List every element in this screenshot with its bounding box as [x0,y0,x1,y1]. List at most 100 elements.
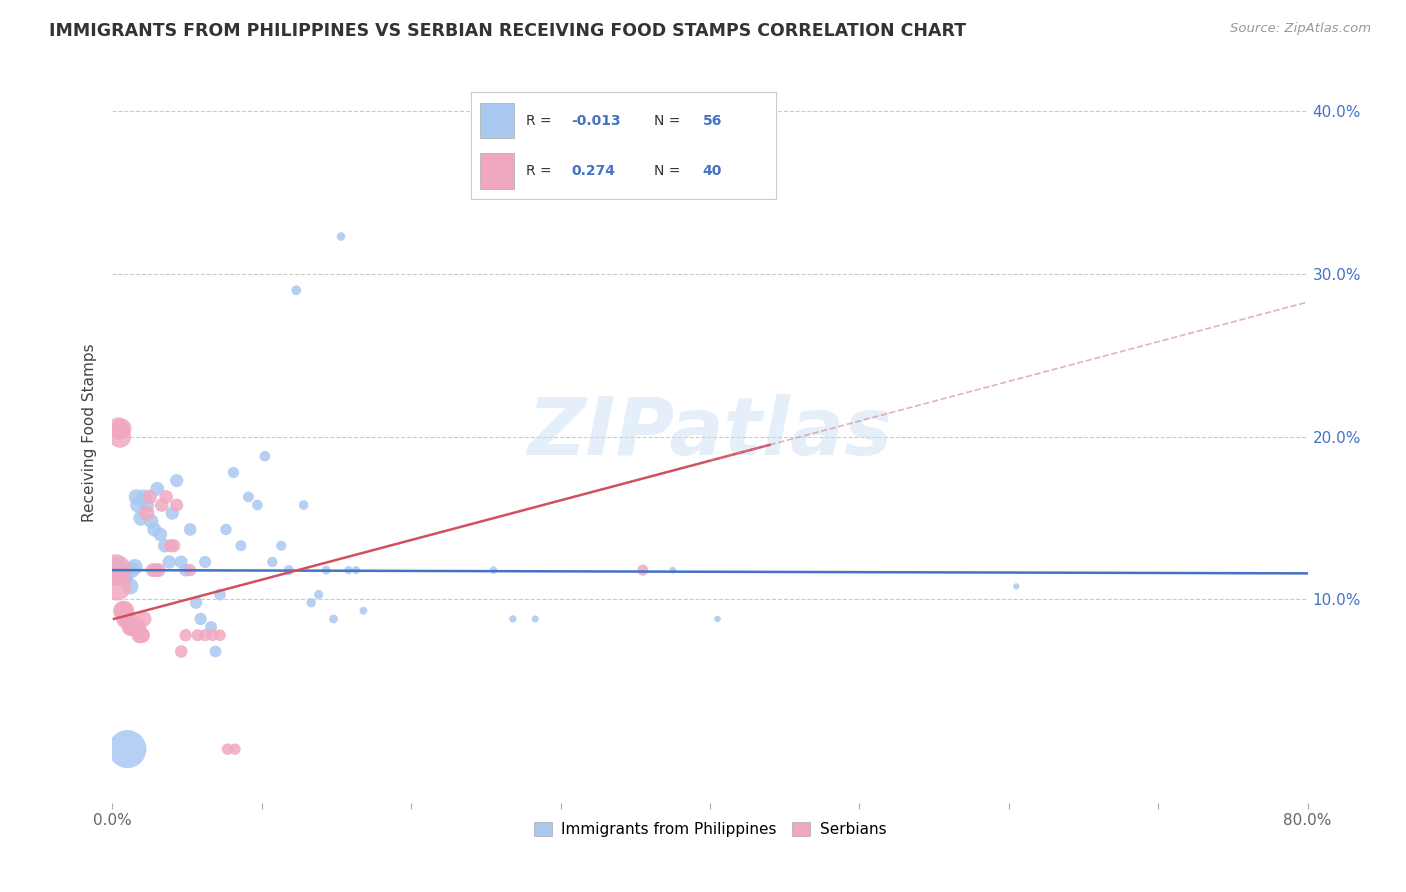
Point [114,571,135,585]
Point [124,559,146,574]
Point [262,555,284,569]
Text: IMMIGRANTS FROM PHILIPPINES VS SERBIAN RECEIVING FOOD STAMPS CORRELATION CHART: IMMIGRANTS FROM PHILIPPINES VS SERBIAN R… [49,22,966,40]
Point [139,490,162,504]
Point [217,742,239,756]
Point [141,514,163,528]
Point [194,555,217,569]
Point [706,612,728,626]
Point [150,498,173,512]
Point [105,579,128,593]
Point [170,555,193,569]
Point [117,612,139,626]
Point [124,620,146,634]
Y-axis label: Receiving Food Stamps: Receiving Food Stamps [82,343,97,522]
Point [107,563,129,577]
Point [661,563,683,577]
Point [204,644,226,658]
Point [322,612,344,626]
Point [186,596,208,610]
Point [308,588,330,602]
Point [125,620,148,634]
Point [129,511,152,525]
Point [117,742,139,756]
Point [253,449,276,463]
Point [337,563,360,577]
Point [162,506,183,520]
Point [148,563,170,577]
Point [131,628,153,642]
Point [107,421,129,435]
Point [215,523,238,537]
Point [118,612,141,626]
Point [631,563,654,577]
Point [344,563,367,577]
Text: ZIPatlas: ZIPatlas [527,393,893,472]
Point [166,474,188,488]
Point [132,490,155,504]
Point [179,563,201,577]
Point [270,539,292,553]
Point [108,430,131,444]
Point [299,596,322,610]
Point [135,498,157,512]
Point [122,620,145,634]
Point [115,612,138,626]
Point [110,421,132,435]
Point [117,563,139,577]
Point [125,490,148,504]
Point [135,506,157,520]
Point [121,620,143,634]
Point [209,588,232,602]
Point [129,628,152,642]
Point [110,568,132,582]
Point [142,563,165,577]
Point [143,523,166,537]
Point [153,539,176,553]
Point [155,490,177,504]
Point [120,620,142,634]
Point [353,604,375,618]
Point [127,620,149,634]
Point [166,498,188,512]
Point [127,498,149,512]
Point [121,563,143,577]
Point [190,612,212,626]
Point [105,559,128,574]
Point [209,628,232,642]
Point [174,563,197,577]
Point [146,482,169,496]
Point [229,539,252,553]
Point [330,229,353,244]
Point [222,466,245,480]
Point [111,604,134,618]
Point [157,555,180,569]
Point [149,527,172,541]
Point [277,563,299,577]
Point [187,628,209,642]
Point [200,620,222,634]
Point [163,539,186,553]
Point [315,563,337,577]
Point [179,523,201,537]
Point [120,579,142,593]
Point [170,644,193,658]
Point [502,612,524,626]
Point [482,563,505,577]
Point [524,612,547,626]
Point [114,604,135,618]
Text: Source: ZipAtlas.com: Source: ZipAtlas.com [1230,22,1371,36]
Point [238,490,260,504]
Point [194,628,217,642]
Point [224,742,246,756]
Point [1005,579,1028,593]
Legend: Immigrants from Philippines, Serbians: Immigrants from Philippines, Serbians [527,816,893,843]
Point [104,563,127,577]
Point [201,628,224,642]
Point [128,628,150,642]
Point [285,283,308,297]
Point [292,498,315,512]
Point [174,628,197,642]
Point [145,563,167,577]
Point [159,539,181,553]
Point [132,612,155,626]
